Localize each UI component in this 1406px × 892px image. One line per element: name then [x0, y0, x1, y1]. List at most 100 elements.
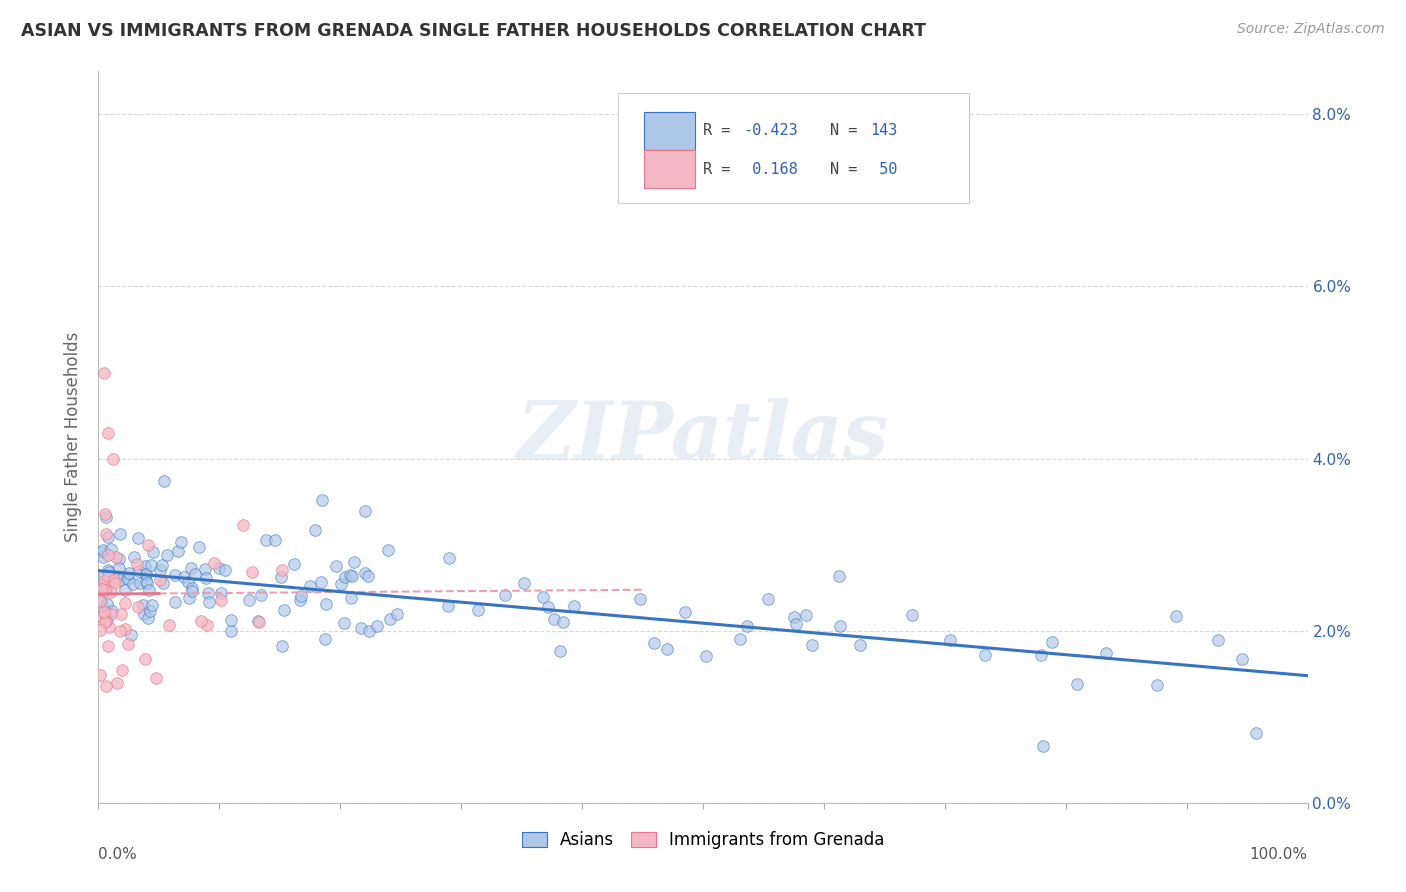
Point	[353, 566, 375, 580]
Point	[209, 592, 232, 607]
Point	[139, 604, 162, 618]
Text: 50: 50	[870, 161, 897, 177]
Point	[132, 599, 155, 613]
Point	[190, 614, 212, 628]
Point	[97, 569, 120, 583]
Point	[100, 584, 122, 599]
Point	[195, 570, 218, 584]
Point	[136, 575, 159, 590]
Point	[543, 612, 565, 626]
Point	[97, 639, 120, 653]
Point	[145, 671, 167, 685]
Text: 0.0%: 0.0%	[98, 847, 138, 862]
Point	[90, 578, 112, 592]
Point	[939, 632, 962, 647]
Point	[377, 543, 399, 558]
Point	[354, 504, 377, 518]
Point	[730, 632, 752, 647]
Point	[91, 550, 114, 565]
Point	[100, 542, 122, 557]
Point	[350, 621, 373, 635]
Point	[273, 603, 295, 617]
Y-axis label: Single Father Households: Single Father Households	[65, 332, 83, 542]
Point	[198, 595, 221, 609]
Point	[271, 563, 294, 577]
Point	[254, 533, 277, 548]
Point	[357, 569, 380, 583]
Point	[783, 610, 806, 624]
Point	[304, 523, 326, 537]
Point	[901, 607, 924, 622]
Point	[94, 527, 117, 541]
Point	[208, 560, 231, 574]
Point	[134, 652, 156, 666]
Text: N =: N =	[830, 161, 866, 177]
Point	[329, 577, 352, 591]
Text: ZIPatlas: ZIPatlas	[517, 399, 889, 475]
Point	[562, 599, 585, 613]
Point	[288, 592, 311, 607]
Point	[101, 604, 124, 618]
Point	[152, 474, 174, 488]
Point	[94, 679, 117, 693]
Point	[141, 598, 163, 612]
Point	[110, 607, 132, 621]
Point	[195, 618, 218, 632]
Point	[1032, 739, 1054, 753]
Point	[1031, 648, 1053, 662]
Point	[973, 648, 995, 662]
Point	[219, 624, 242, 639]
Point	[177, 574, 200, 589]
Point	[93, 615, 115, 629]
Point	[91, 600, 114, 615]
Point	[97, 548, 120, 562]
Point	[90, 594, 112, 608]
Point	[90, 544, 112, 558]
Point	[94, 582, 117, 597]
Point	[163, 567, 186, 582]
Point	[89, 593, 111, 607]
Point	[91, 610, 114, 624]
Point	[184, 567, 207, 582]
Point	[96, 597, 118, 611]
Point	[134, 559, 156, 574]
Legend: Asians, Immigrants from Grenada: Asians, Immigrants from Grenada	[522, 831, 884, 849]
Point	[134, 607, 156, 621]
Point	[94, 509, 117, 524]
Point	[91, 543, 114, 558]
Point	[93, 606, 115, 620]
Point	[311, 492, 333, 507]
Point	[1164, 609, 1187, 624]
Point	[232, 518, 254, 533]
Point	[1208, 633, 1230, 648]
Point	[108, 561, 131, 575]
Point	[180, 561, 202, 575]
Point	[340, 568, 363, 582]
Point	[333, 570, 356, 584]
Point	[283, 558, 305, 572]
Point	[149, 574, 172, 588]
Point	[97, 563, 120, 577]
Point	[179, 591, 201, 606]
Point	[655, 641, 678, 656]
Point	[135, 574, 157, 588]
Point	[1232, 651, 1254, 665]
Point	[105, 676, 128, 690]
Point	[209, 586, 232, 600]
Point	[110, 624, 132, 638]
Point	[339, 568, 361, 582]
Text: R =: R =	[703, 123, 740, 138]
Point	[127, 531, 149, 545]
Point	[848, 638, 870, 652]
Point	[142, 544, 165, 558]
Point	[97, 565, 120, 579]
Point	[139, 558, 162, 573]
Point	[152, 575, 174, 590]
FancyBboxPatch shape	[619, 94, 969, 203]
Point	[299, 579, 322, 593]
Point	[120, 628, 142, 642]
Point	[270, 570, 292, 584]
Point	[695, 648, 717, 663]
Point	[357, 624, 380, 639]
Point	[1040, 635, 1063, 649]
